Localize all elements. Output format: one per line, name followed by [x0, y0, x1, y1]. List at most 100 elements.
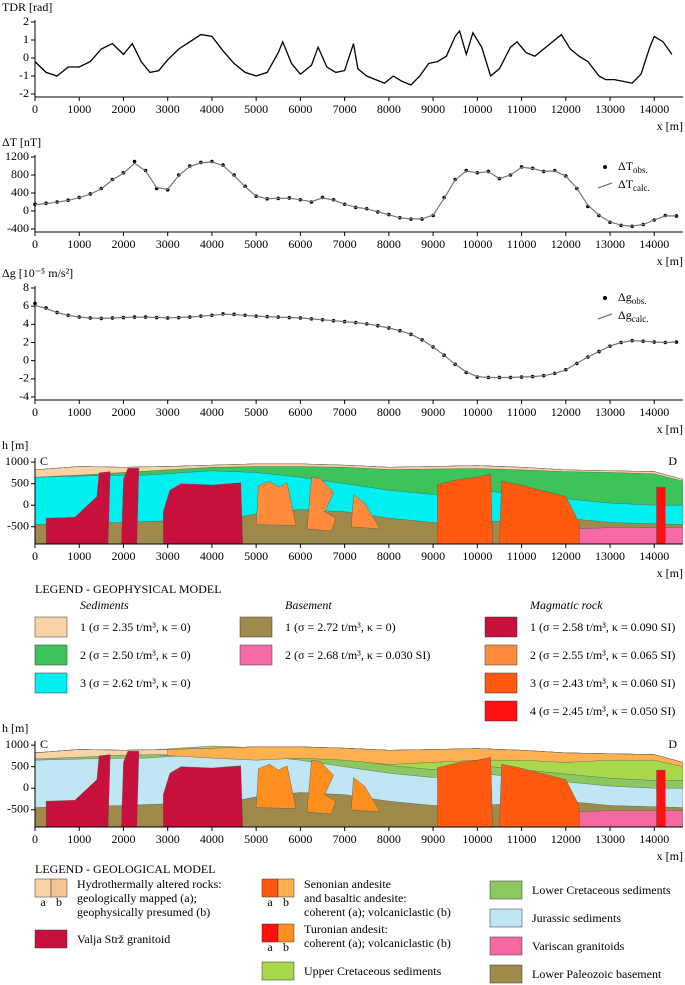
y-tick-label: 0 — [23, 497, 29, 511]
x-tick-label: 11000 — [507, 102, 537, 116]
legend-heading: Sediments — [80, 598, 129, 612]
geologic-unit — [437, 473, 493, 544]
y-tick-label: 800 — [11, 167, 29, 181]
geologic-unit — [437, 756, 493, 827]
swatch-label: a — [267, 895, 273, 909]
legend-label: 2 (σ = 2.55 t/m³, κ = 0.065 SI) — [530, 648, 675, 662]
x-tick-label: 14000 — [639, 102, 669, 116]
section-end-label: D — [668, 737, 677, 751]
y-tick-label: 0 — [23, 352, 29, 366]
x-tick-label: 5000 — [244, 832, 268, 846]
swatch-label: b — [56, 895, 62, 909]
legend-label: geophysically presumed (b) — [77, 905, 210, 919]
geologic-unit — [163, 765, 244, 827]
x-tick-label: 10000 — [462, 102, 492, 116]
x-tick-label: 3000 — [156, 832, 180, 846]
legend-swatch — [484, 672, 518, 694]
x-tick-label: 10000 — [462, 832, 492, 846]
swatch-label: b — [283, 895, 289, 909]
data-point — [132, 159, 137, 164]
legend-label: Jurassic sediments — [532, 911, 621, 925]
cross-section — [35, 745, 683, 827]
legend-title: LEGEND - GEOLOGICAL MODEL — [35, 862, 216, 876]
x-tick-label: 13000 — [595, 405, 625, 419]
x-tick-label: 12000 — [551, 102, 581, 116]
x-tick-label: 6000 — [288, 832, 312, 846]
geologic-unit — [306, 759, 337, 815]
legend-label: Upper Cretaceous sediments — [304, 964, 442, 978]
legend-label: Lower Paleozoic basement — [532, 967, 662, 981]
x-tick-label: 9000 — [421, 549, 445, 563]
x-tick-label: 7000 — [333, 549, 357, 563]
legend-swatch — [489, 880, 523, 900]
y-tick-label: -1 — [19, 68, 29, 82]
legend-name: Δg — [618, 290, 632, 304]
x-tick-label: 12000 — [551, 832, 581, 846]
legend-label: Variscan granitoids — [532, 939, 625, 953]
x-tick-label: 2000 — [111, 237, 135, 251]
y-tick-label: 2 — [23, 334, 29, 348]
x-tick-label: 2000 — [111, 832, 135, 846]
x-tick-label: 11000 — [507, 237, 537, 251]
geologic-unit — [656, 769, 666, 827]
x-tick-label: 0 — [32, 549, 38, 563]
geologic-unit — [499, 480, 580, 544]
geologic-unit — [255, 480, 297, 526]
legend-label: Lower Cretaceous sediments — [532, 883, 671, 897]
y-tick-label: -500 — [7, 519, 29, 533]
data-line — [34, 161, 677, 227]
legend-subscript: obs. — [633, 165, 648, 175]
x-tick-label: 14000 — [639, 405, 669, 419]
legend-label: Hydrothermally altered rocks: — [77, 877, 222, 891]
x-tick-label: 10000 — [462, 405, 492, 419]
x-tick-label: 5000 — [244, 102, 268, 116]
legend-label: 2 (σ = 2.68 t/m³, κ = 0.030 SI) — [285, 648, 430, 662]
legend-label: coherent (a); volcaniclastic (b) — [304, 905, 451, 919]
y-tick-label: 2 — [23, 14, 29, 28]
swatch-label: b — [283, 940, 289, 954]
legend-label: 1 (σ = 2.72 t/m³, κ = 0) — [285, 620, 396, 634]
x-tick-label: 7000 — [333, 102, 357, 116]
legend-label: Δgcalc. — [618, 308, 648, 324]
section-end-label: C — [40, 454, 48, 468]
legend-label: 3 (σ = 2.43 t/m³, κ = 0.060 SI) — [530, 676, 675, 690]
legend-swatch — [34, 929, 68, 949]
x-tick-label: 8000 — [377, 832, 401, 846]
x-axis-label: x [m] — [657, 566, 683, 580]
x-tick-label: 12000 — [551, 237, 581, 251]
y-tick-label: 6 — [23, 298, 29, 312]
y-tick-label: 1200 — [5, 149, 29, 163]
geologic-unit — [35, 746, 683, 767]
x-tick-label: 3000 — [156, 237, 180, 251]
x-tick-label: 1000 — [67, 832, 91, 846]
x-tick-label: 2000 — [111, 405, 135, 419]
y-tick-label: 400 — [11, 185, 29, 199]
x-tick-label: 6000 — [288, 549, 312, 563]
legend-heading: Basement — [285, 598, 332, 612]
legend-heading: Magmatic rock — [529, 598, 603, 612]
legend-label: 2 (σ = 2.50 t/m³, κ = 0) — [80, 648, 191, 662]
x-tick-label: 3000 — [156, 549, 180, 563]
legend-label: and basaltic andesite: — [304, 891, 407, 905]
x-tick-label: 1000 — [67, 237, 91, 251]
data-line — [34, 29, 673, 86]
section-end-label: D — [668, 454, 677, 468]
x-tick-label: 9000 — [421, 832, 445, 846]
legend-marker — [603, 165, 607, 169]
x-tick-label: 4000 — [200, 832, 224, 846]
x-tick-label: 13000 — [595, 832, 625, 846]
x-tick-label: 6000 — [288, 102, 312, 116]
x-tick-label: 8000 — [377, 405, 401, 419]
legend-swatch — [484, 616, 518, 638]
y-tick-label: -4 — [19, 389, 29, 403]
data-line — [34, 304, 677, 379]
x-tick-label: 11000 — [507, 832, 537, 846]
geologic-unit — [351, 494, 381, 530]
x-tick-label: 4000 — [200, 405, 224, 419]
x-tick-label: 7000 — [333, 237, 357, 251]
x-tick-label: 7000 — [333, 832, 357, 846]
legend-marker — [597, 182, 613, 189]
y-tick-label: -2 — [19, 371, 29, 385]
y-tick-label: -500 — [7, 802, 29, 816]
y-tick-label: 1000 — [5, 454, 29, 468]
